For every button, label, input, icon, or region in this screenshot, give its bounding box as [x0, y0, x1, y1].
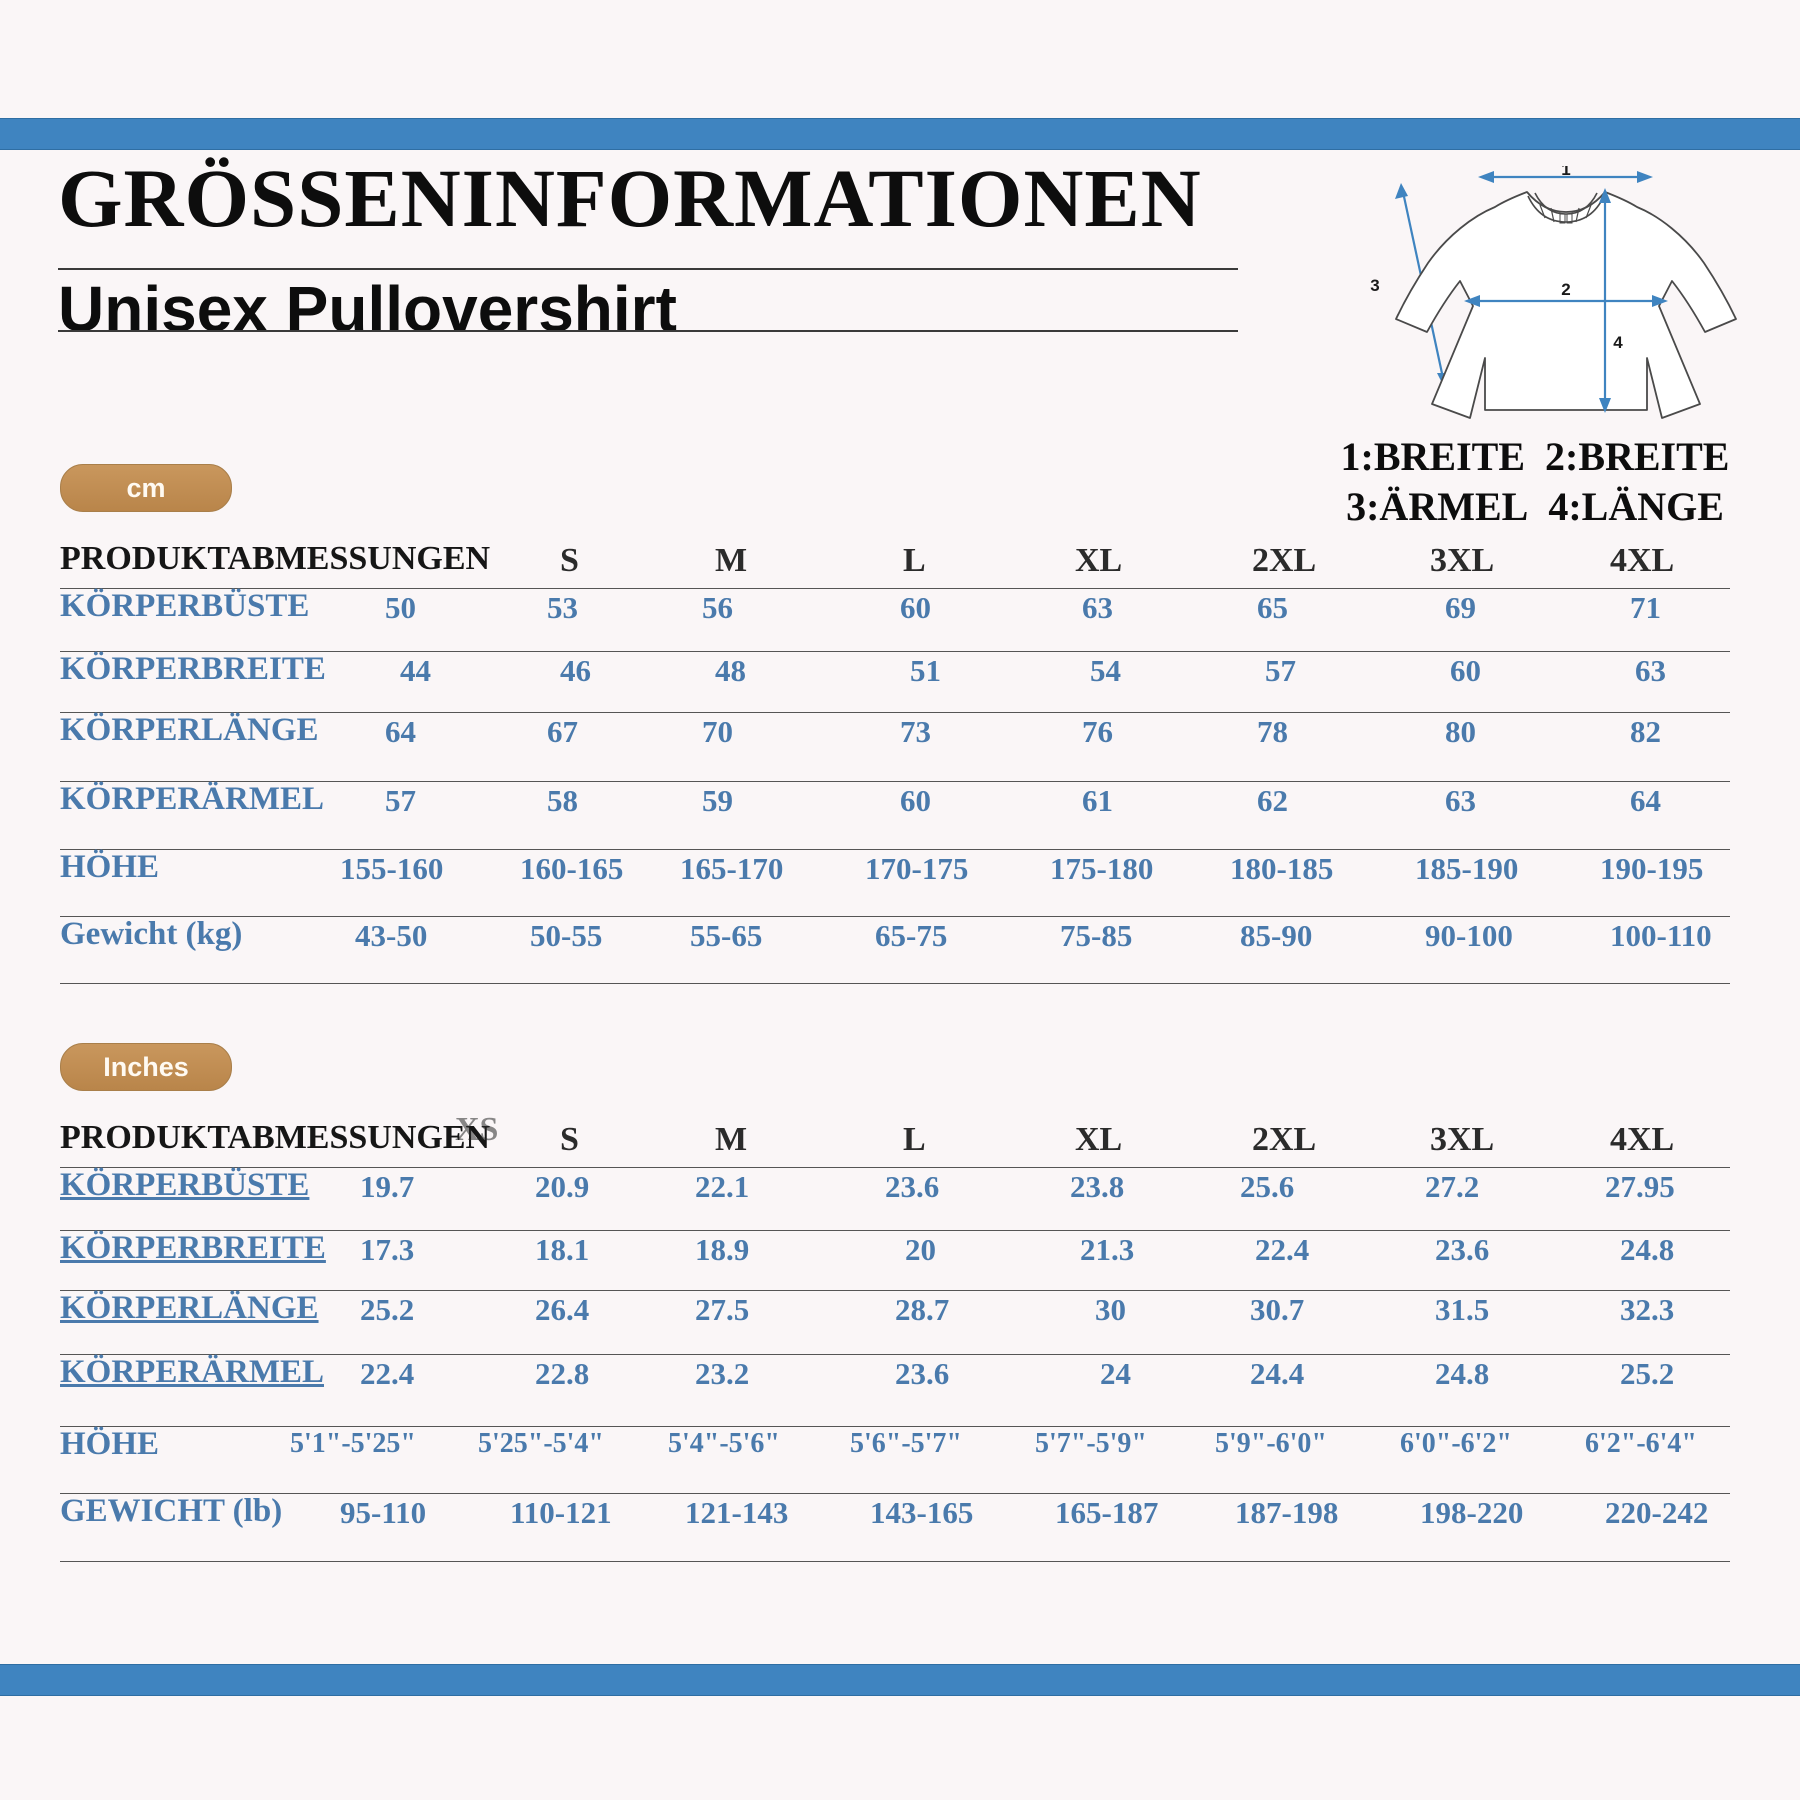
svg-text:1: 1: [1561, 166, 1570, 179]
svg-text:2: 2: [1561, 280, 1570, 299]
svg-text:4: 4: [1613, 333, 1623, 352]
svg-text:3: 3: [1370, 276, 1379, 295]
